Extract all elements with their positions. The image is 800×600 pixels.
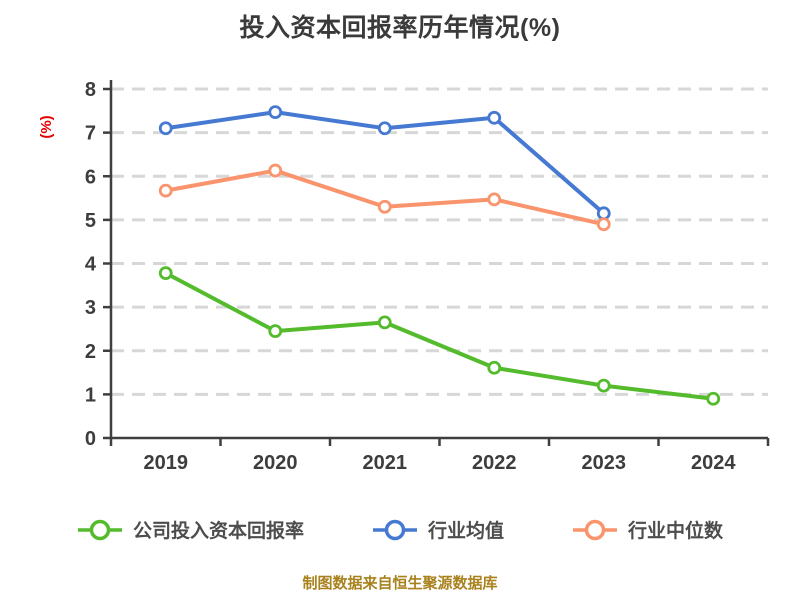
svg-text:8: 8	[85, 79, 96, 101]
svg-text:2021: 2021	[363, 452, 408, 474]
svg-text:2: 2	[85, 341, 96, 363]
line-circle-marker-icon	[573, 519, 617, 540]
legend-item-industry-mean: 行业均值	[372, 516, 504, 543]
legend: 公司投入资本回报率 行业均值 行业中位数	[0, 516, 800, 543]
svg-text:4: 4	[85, 254, 97, 276]
legend-label-company-roic: 公司投入资本回报率	[132, 521, 304, 542]
svg-text:2023: 2023	[582, 452, 627, 474]
svg-text:2019: 2019	[144, 452, 189, 474]
svg-text:6: 6	[85, 166, 96, 188]
svg-text:0: 0	[85, 428, 96, 450]
plot-area: 0 1 2 3 4 5 6 7 8 2019 2020 2021 2022 2023 2024	[85, 79, 770, 474]
line-circle-marker-icon	[77, 519, 122, 540]
svg-text:7: 7	[85, 123, 96, 145]
chart-title: 投入资本回报率历年情况(%)	[239, 14, 561, 42]
svg-text:5: 5	[85, 210, 96, 232]
legend-label-industry-mean: 行业均值	[427, 521, 504, 542]
legend-label-industry-median: 行业中位数	[628, 521, 724, 542]
legend-item-company-roic: 公司投入资本回报率	[77, 516, 304, 543]
svg-text:2022: 2022	[472, 452, 517, 474]
svg-text:2024: 2024	[691, 452, 736, 474]
legend-item-industry-median: 行业中位数	[572, 516, 723, 543]
svg-text:2020: 2020	[253, 452, 298, 474]
svg-text:3: 3	[85, 297, 96, 319]
source-note: 制图数据来自恒生聚源数据库	[302, 575, 498, 592]
line-circle-marker-icon	[372, 519, 417, 540]
svg-text:1: 1	[85, 384, 96, 406]
